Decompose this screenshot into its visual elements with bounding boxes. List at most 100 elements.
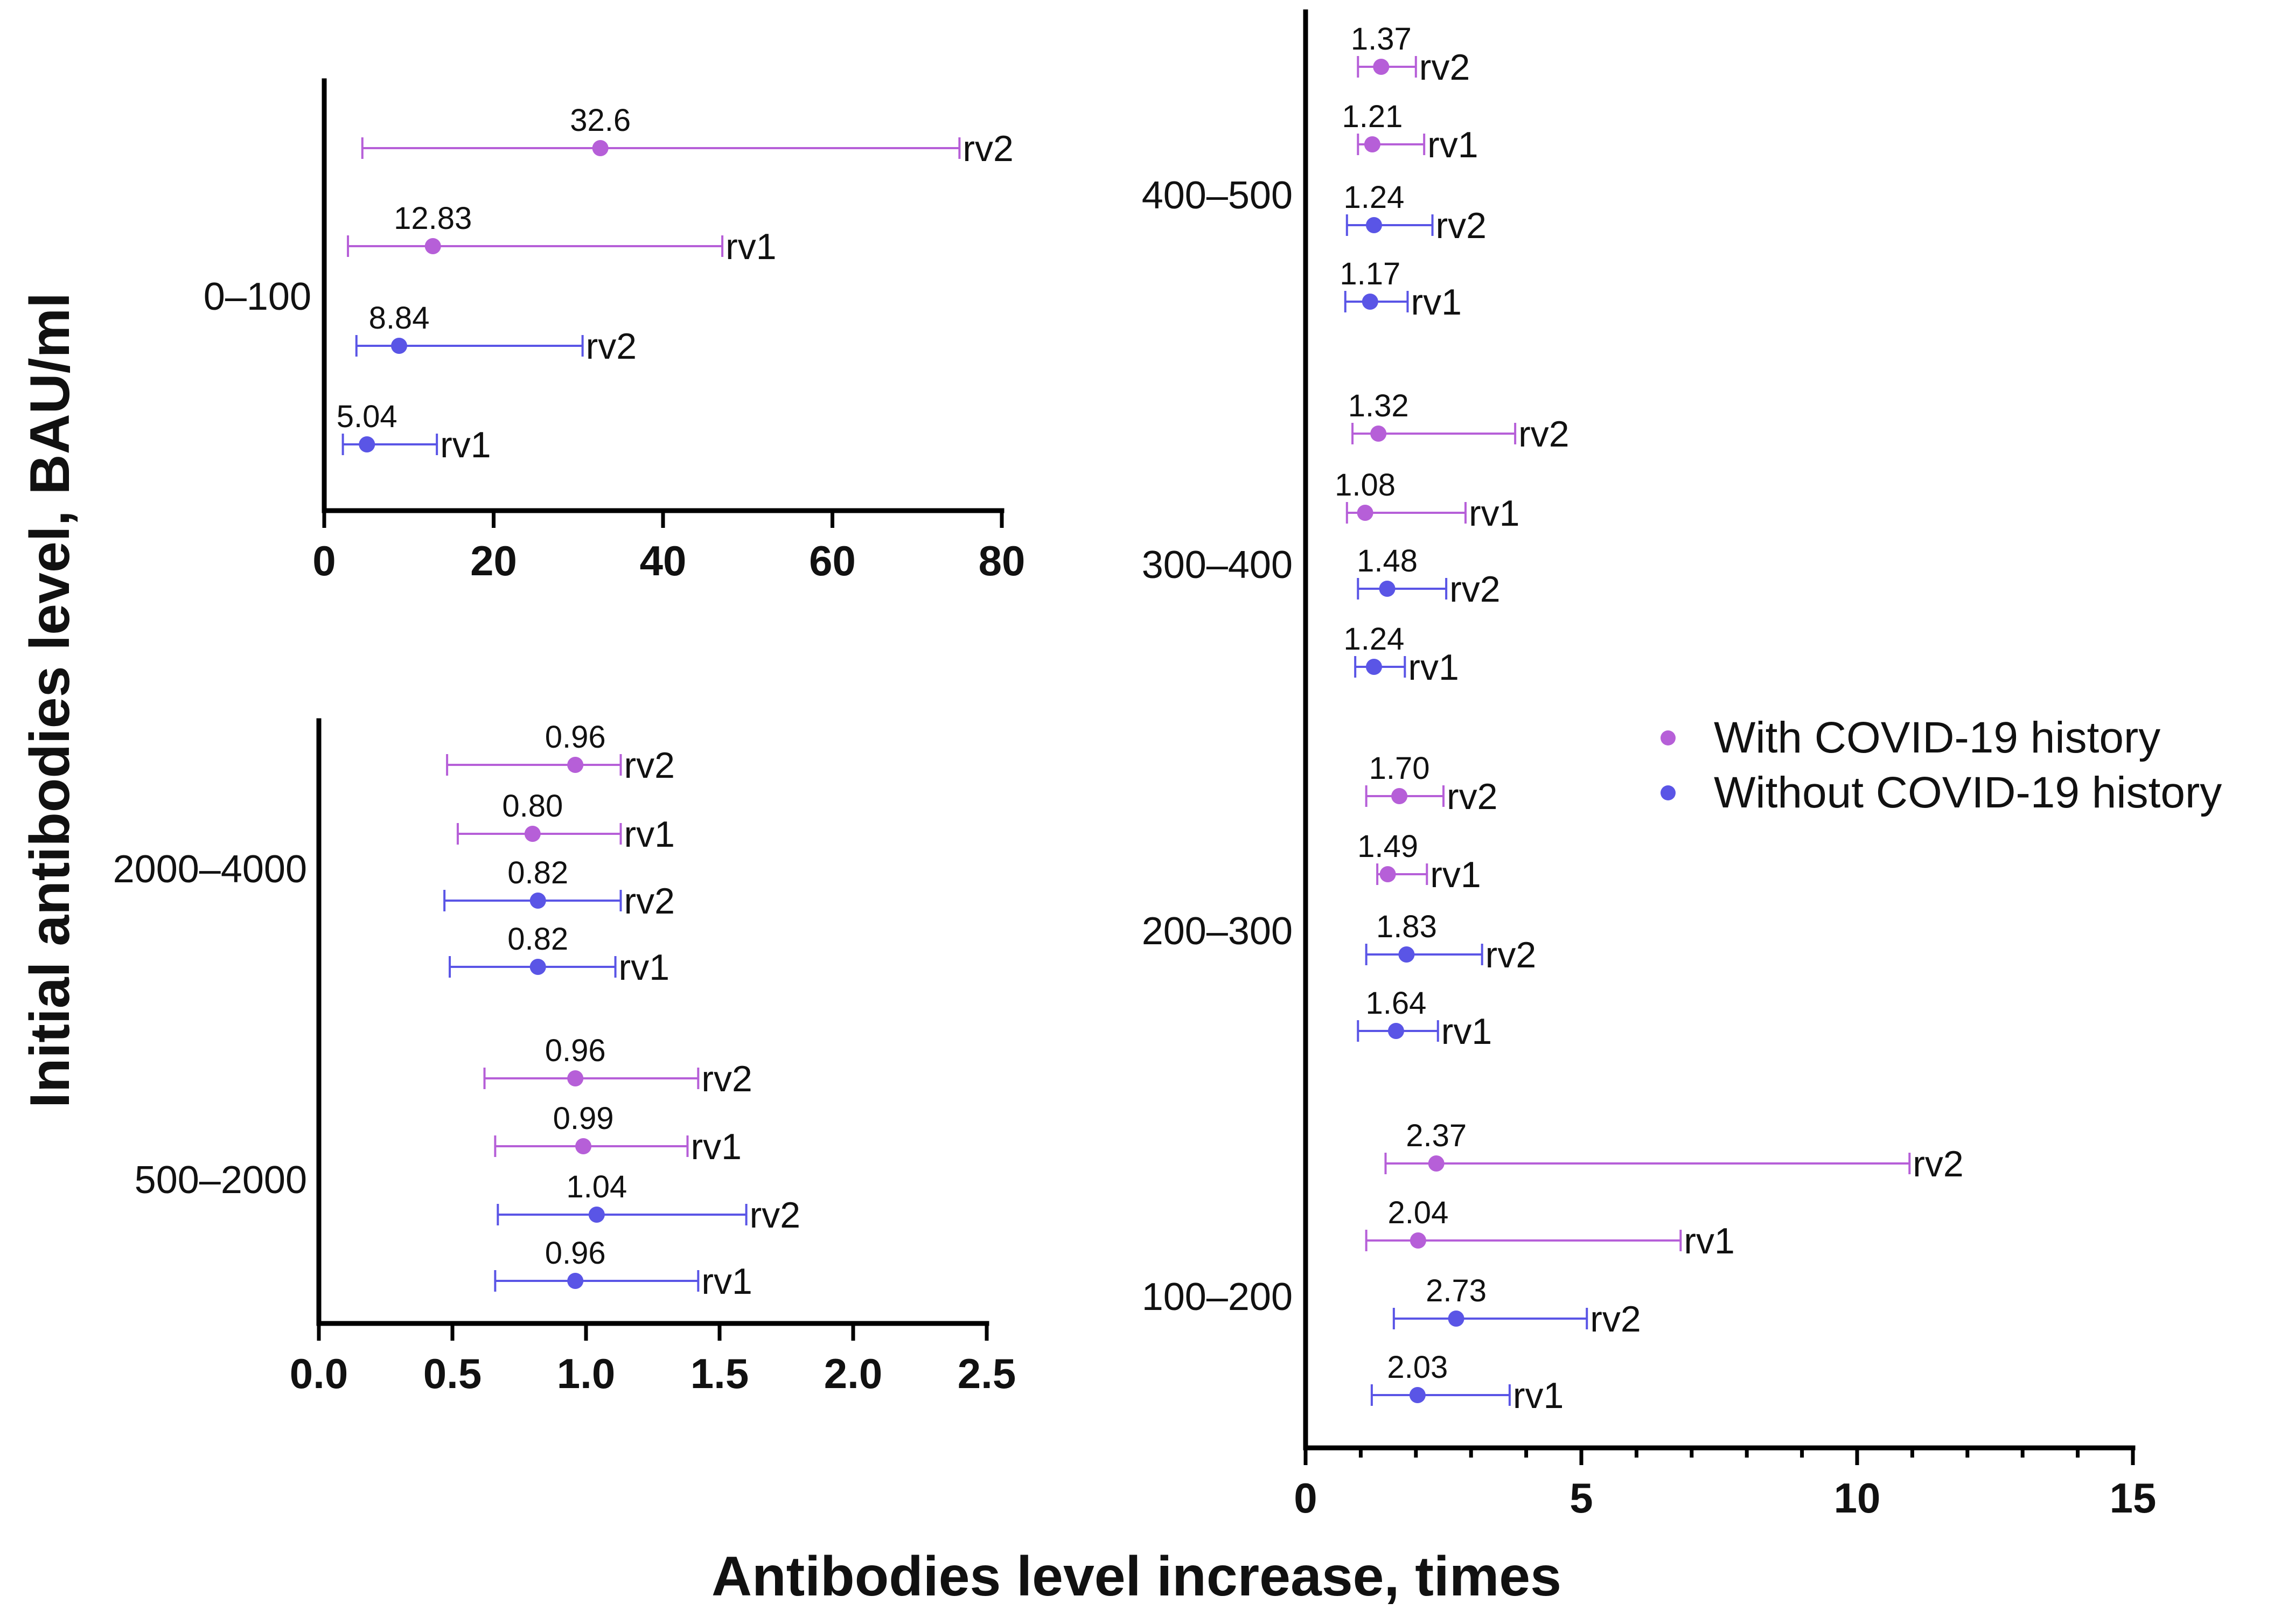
legend-label-with-covid: With COVID-19 history (1714, 713, 2160, 762)
x-tick-label: 20 (470, 537, 517, 584)
value-label: 1.24 (1344, 180, 1405, 215)
x-tick-label: 2.0 (824, 1350, 882, 1397)
group-label: 300–400 (1142, 543, 1293, 587)
series-label: rv1 (1684, 1221, 1734, 1261)
series-label: rv1 (619, 947, 669, 988)
series-label: rv2 (701, 1058, 752, 1099)
x-tick-label: 0.5 (423, 1350, 482, 1397)
x-tick-label: 0.0 (290, 1350, 348, 1397)
series-label: rv2 (962, 128, 1013, 169)
value-label: 0.80 (502, 789, 563, 824)
value-label: 1.64 (1365, 986, 1426, 1021)
point-estimate (1398, 946, 1415, 963)
panel-p100_500: 0 5 10 15400–5001.37rv21.21rv11.24rv21.17rv… (1142, 9, 2157, 1522)
group-label: 2000–4000 (113, 848, 307, 891)
point-estimate (1379, 581, 1396, 597)
series-label: rv1 (690, 1126, 741, 1167)
point-estimate (567, 757, 584, 773)
point-estimate (1410, 1232, 1426, 1249)
x-tick-label: 5 (1570, 1474, 1593, 1522)
x-tick-label: 10 (1834, 1474, 1881, 1522)
value-label: 1.08 (1335, 468, 1396, 503)
point-estimate (1365, 217, 1382, 233)
value-label: 0.96 (545, 1236, 606, 1271)
point-estimate (1428, 1155, 1445, 1172)
series-label: rv2 (1419, 47, 1470, 88)
x-tick-label: 15 (2110, 1474, 2157, 1522)
legend-marker-without-covid (1661, 785, 1676, 800)
value-label: 1.83 (1376, 909, 1437, 944)
series-label: rv1 (1469, 493, 1519, 534)
value-label: 1.17 (1340, 256, 1400, 291)
series-label: rv1 (1441, 1011, 1492, 1052)
point-estimate (567, 1273, 584, 1289)
point-estimate (391, 338, 408, 354)
point-estimate (1365, 659, 1382, 675)
series-label: rv2 (1447, 776, 1497, 817)
x-tick-label: 60 (809, 537, 856, 584)
panels-layer: 0 20 40 60 80 0–100 32.6 rv2 12.83 rv1 8.84 rv2 5.04… (113, 9, 2157, 1522)
x-tick-label: 40 (640, 537, 687, 584)
value-label: 1.37 (1351, 22, 1412, 57)
value-label: 2.04 (1387, 1195, 1448, 1230)
series-label: rv1 (1408, 647, 1459, 688)
point-estimate (529, 893, 546, 909)
series-label: rv2 (624, 745, 674, 786)
point-estimate (1379, 866, 1396, 882)
group-label: 100–200 (1142, 1275, 1293, 1319)
series-label: rv1 (1513, 1375, 1564, 1416)
legend: With COVID-19 history Without COVID-19 h… (1661, 713, 2222, 817)
panel-p500_4000: 0.0 0.5 1.0 1.5 2.0 2.5 2000–4000 0.96 rv2 0.80 rv… (113, 718, 1016, 1397)
value-label: 5.04 (337, 399, 397, 434)
series-label: rv1 (726, 226, 776, 267)
point-estimate (1370, 426, 1387, 442)
series-label: rv2 (1485, 935, 1536, 975)
point-estimate (575, 1138, 592, 1154)
group-label: 400–500 (1142, 174, 1293, 217)
x-tick-label: 1.0 (557, 1350, 615, 1397)
series-label: rv2 (1913, 1144, 1963, 1184)
value-label: 1.21 (1342, 99, 1403, 134)
group-label: 500–2000 (135, 1159, 307, 1202)
value-label: 1.70 (1369, 751, 1430, 786)
series-label: rv1 (701, 1261, 752, 1302)
value-label: 1.49 (1357, 829, 1418, 864)
point-estimate (359, 436, 375, 452)
value-label: 2.37 (1406, 1118, 1467, 1153)
value-label: 1.32 (1348, 388, 1409, 423)
x-tick-label: 0 (312, 537, 336, 584)
point-estimate (1362, 294, 1378, 310)
value-label: 0.82 (507, 855, 568, 890)
value-label: 12.83 (394, 201, 472, 236)
series-label: rv1 (1430, 854, 1481, 895)
point-estimate (588, 1207, 605, 1223)
value-label: 2.73 (1426, 1273, 1487, 1308)
series-label: rv2 (1590, 1299, 1641, 1340)
value-label: 1.24 (1344, 622, 1405, 657)
value-label: 8.84 (369, 301, 430, 336)
point-estimate (567, 1070, 584, 1086)
group-label: 200–300 (1142, 910, 1293, 953)
series-label: rv1 (440, 424, 491, 465)
value-label: 1.04 (566, 1169, 627, 1204)
legend-marker-with-covid (1661, 730, 1676, 745)
value-label: 0.96 (545, 1033, 606, 1068)
series-label: rv2 (1518, 414, 1569, 455)
x-axis-title: Antibodies level increase, times (711, 1545, 1561, 1608)
series-label: rv1 (1427, 124, 1478, 165)
series-label: rv2 (1436, 205, 1487, 246)
point-estimate (592, 140, 609, 156)
series-label: rv2 (624, 881, 674, 922)
series-label: rv2 (1449, 569, 1500, 610)
y-axis-title: Initial antibodies level, BAU/ml (19, 292, 81, 1108)
group-label: 0–100 (204, 275, 311, 318)
point-estimate (1357, 505, 1373, 521)
panel-p0_100: 0 20 40 60 80 0–100 32.6 rv2 12.83 rv1 8.84 rv2 5.04… (204, 78, 1026, 584)
x-tick-label: 0 (1294, 1474, 1317, 1522)
point-estimate (424, 238, 441, 254)
value-label: 0.82 (507, 922, 568, 957)
point-estimate (1448, 1311, 1464, 1327)
x-tick-label: 80 (979, 537, 1026, 584)
